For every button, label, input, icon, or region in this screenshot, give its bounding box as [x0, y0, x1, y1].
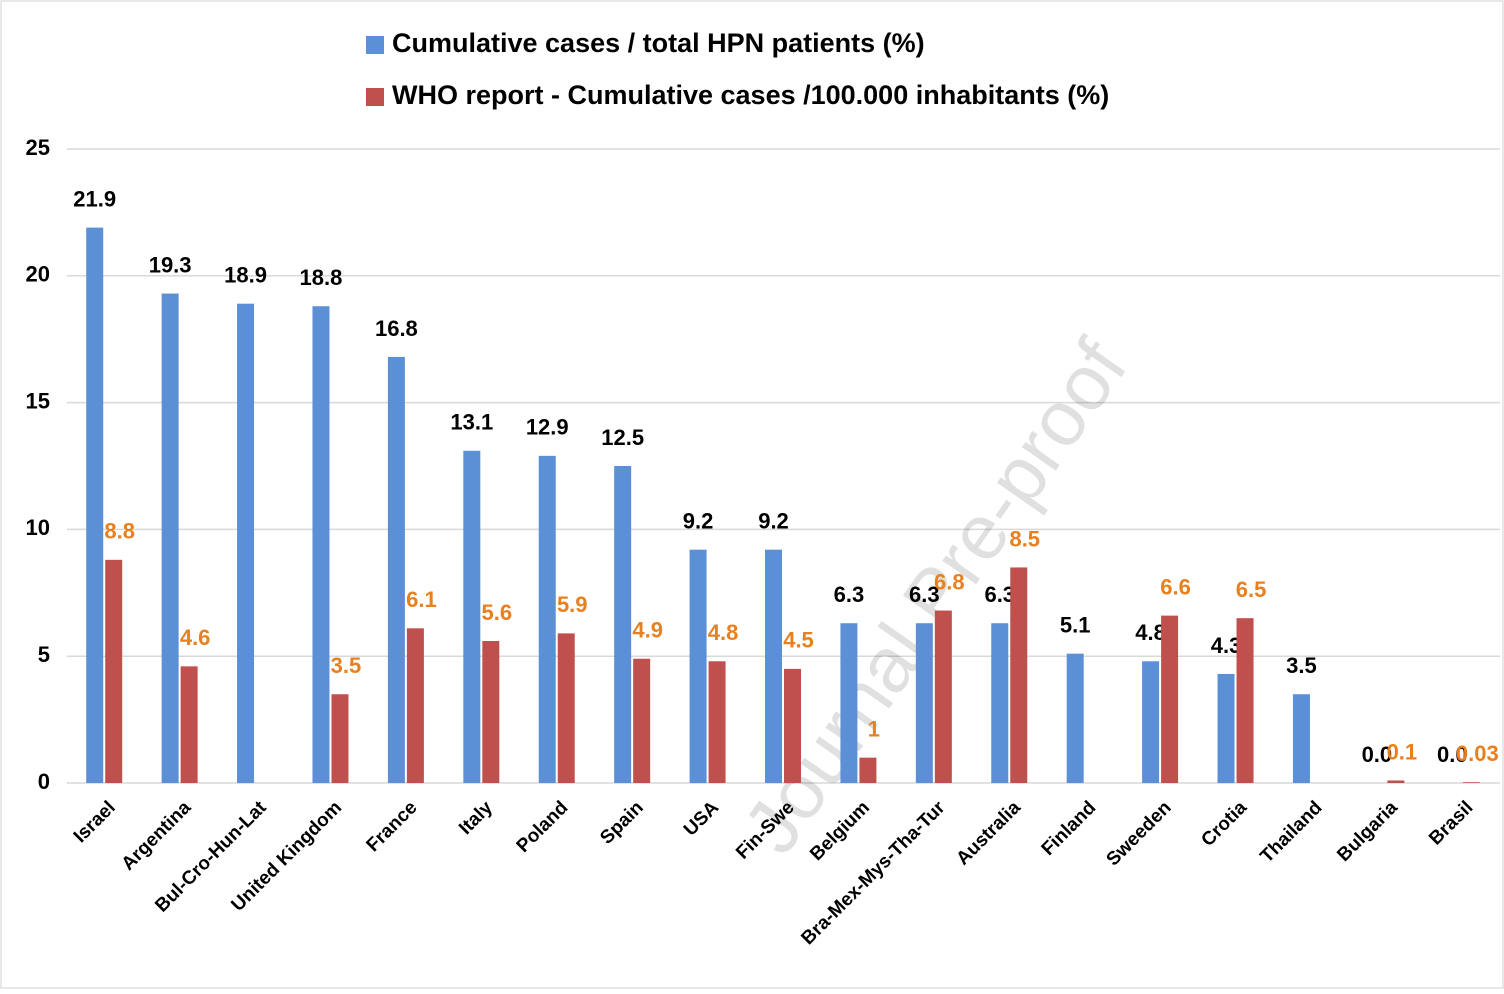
data-label: 8.5	[1009, 526, 1040, 551]
data-label: 6.1	[406, 587, 437, 612]
data-label: 3.5	[1286, 653, 1317, 678]
legend-swatch	[366, 36, 384, 54]
bar	[765, 549, 782, 783]
data-label: 5.6	[482, 600, 513, 625]
data-label: 4.9	[632, 618, 663, 643]
bar	[840, 623, 858, 783]
data-label: 1	[868, 716, 880, 741]
bar	[784, 668, 801, 783]
bar	[86, 227, 104, 784]
data-label: 5.1	[1060, 612, 1091, 637]
bar	[180, 666, 198, 783]
bar	[934, 610, 952, 783]
bar	[463, 450, 481, 783]
bar	[689, 549, 707, 783]
bar	[859, 757, 877, 783]
bar	[1236, 618, 1254, 783]
data-label: 5.9	[557, 592, 588, 617]
data-label: 18.8	[300, 265, 343, 290]
bar	[991, 623, 1009, 783]
data-label: 12.5	[601, 425, 644, 450]
data-label: 9.2	[683, 509, 714, 534]
data-label: 0.0	[1362, 742, 1393, 767]
legend-swatch	[366, 88, 384, 106]
data-label: 4.8	[708, 620, 739, 645]
data-label: 6.5	[1236, 577, 1267, 602]
data-label: 0.03	[1456, 741, 1499, 766]
bar	[387, 356, 405, 783]
bar	[1462, 782, 1480, 783]
y-tick-label: 20	[26, 262, 50, 287]
data-label: 6.8	[934, 569, 965, 594]
y-tick-label: 25	[26, 135, 50, 160]
bar	[1142, 661, 1160, 783]
data-label: 4.3	[1211, 633, 1242, 658]
bar	[1066, 653, 1084, 783]
data-label: 19.3	[149, 252, 192, 277]
data-label: 6.3	[909, 582, 940, 607]
bar	[708, 661, 726, 783]
bar	[331, 694, 349, 783]
bar	[1217, 673, 1235, 783]
bar	[1292, 694, 1310, 783]
data-label: 0.0	[1437, 742, 1468, 767]
data-label: 6.3	[834, 582, 865, 607]
bar	[482, 640, 500, 783]
legend-label: Cumulative cases / total HPN patients (%…	[392, 28, 925, 58]
legend-label: WHO report - Cumulative cases /100.000 i…	[392, 80, 1109, 110]
bar	[538, 455, 556, 783]
bar	[633, 658, 651, 783]
data-label: 3.5	[331, 653, 362, 678]
y-tick-label: 0	[38, 769, 50, 794]
data-label: 0.1	[1387, 739, 1418, 764]
data-label: 8.8	[104, 519, 135, 544]
bar	[237, 303, 255, 783]
data-label: 4.6	[180, 625, 211, 650]
data-label: 6.6	[1160, 574, 1191, 599]
bar	[161, 293, 179, 783]
bar	[1387, 780, 1405, 783]
bar	[406, 628, 424, 783]
data-label: 16.8	[375, 316, 418, 341]
bar	[105, 559, 123, 783]
bar	[1010, 567, 1028, 783]
bar	[1161, 615, 1179, 783]
y-tick-label: 5	[38, 642, 50, 667]
data-label: 9.2	[758, 509, 789, 534]
y-tick-label: 10	[26, 515, 50, 540]
bar	[614, 466, 632, 783]
data-label: 6.3	[984, 582, 1015, 607]
data-label: 18.9	[224, 263, 267, 288]
bar	[312, 306, 330, 783]
bar	[915, 623, 933, 783]
bar	[557, 633, 575, 783]
y-tick-label: 15	[26, 388, 50, 413]
data-label: 13.1	[450, 410, 493, 435]
data-label: 4.8	[1135, 620, 1166, 645]
data-label: 4.5	[783, 628, 814, 653]
data-label: 12.9	[526, 415, 569, 440]
data-label: 21.9	[73, 186, 116, 211]
